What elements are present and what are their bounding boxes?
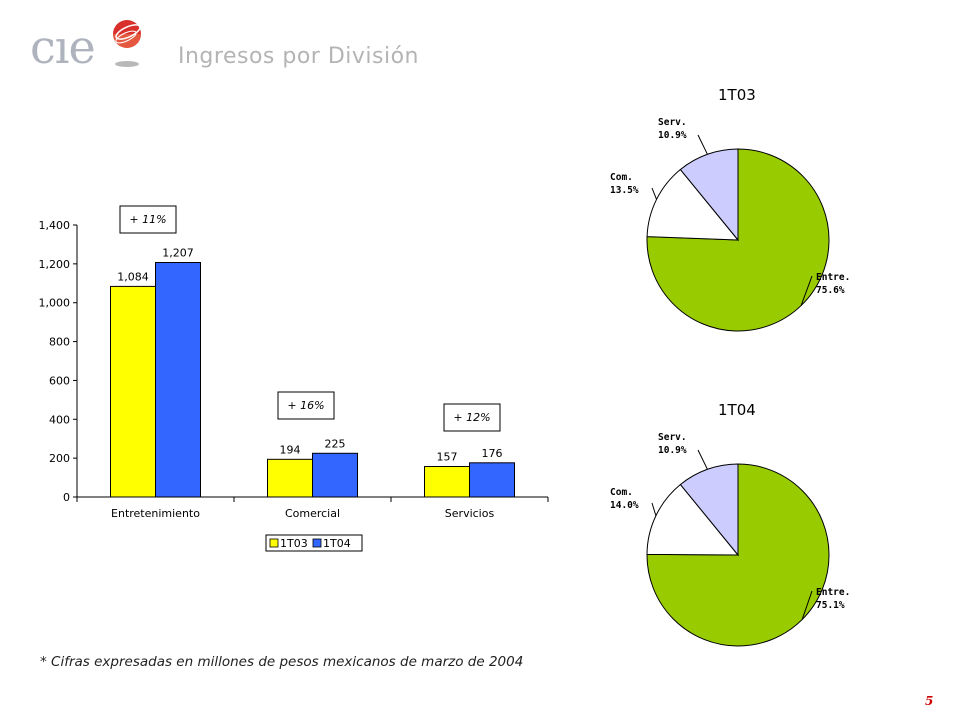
growth-label-box	[443, 403, 501, 432]
category-label: Entretenimiento	[111, 507, 200, 520]
pie-slice-value: 10.9%	[658, 445, 687, 456]
y-tick-label: 400	[49, 413, 70, 426]
bar-1t04-servicios	[469, 462, 515, 498]
pie-slice-value: 14.0%	[610, 500, 639, 511]
pie-leader-line	[651, 187, 657, 200]
data-label: 194	[280, 443, 301, 456]
pie-slice-label: Serv.	[658, 117, 687, 128]
pie-leader-line	[801, 590, 813, 620]
legend-swatch-1t03	[269, 538, 279, 548]
pie-slice-value: 13.5%	[610, 185, 639, 196]
data-label: 1,207	[162, 246, 194, 259]
pie-leader-line	[697, 134, 708, 155]
category-labels: Entretenimiento Comercial Servicios	[111, 507, 494, 520]
data-label: 176	[482, 447, 503, 460]
page-number: 5	[925, 694, 934, 708]
pie-slice-com	[646, 483, 740, 556]
pie-leader-line	[697, 449, 708, 470]
growth-label: + 16%	[287, 399, 324, 412]
category-label: Servicios	[445, 507, 495, 520]
data-label: 157	[437, 450, 458, 463]
pie-leader-line	[651, 502, 657, 516]
legend: 1T03 1T04	[265, 534, 363, 552]
logo-text: cıe	[30, 20, 95, 74]
category-label: Comercial	[285, 507, 340, 520]
y-tick-label: 1,400	[39, 219, 71, 232]
x-axis-ticks	[76, 497, 549, 502]
pie-slice-value: 75.1%	[816, 600, 845, 611]
page-title: Ingresos por División	[178, 44, 419, 69]
pie-leader-line	[800, 275, 813, 306]
growth-label-box	[119, 205, 177, 234]
y-tick-label: 1,000	[39, 297, 71, 310]
growth-label-box	[277, 391, 335, 420]
pie-slice-label: Com.	[610, 487, 633, 498]
y-tick-label: 800	[49, 336, 70, 349]
pie-title-1t04: 1T04	[718, 401, 756, 419]
growth-labels: + 11% + 16% + 12%	[119, 205, 501, 432]
pie-slice-value: 10.9%	[658, 130, 687, 141]
pie-chart-1t04: Entre. 75.1% Com. 14.0% Serv. 10.9%	[610, 432, 850, 647]
pie-slice-label: Entre.	[816, 272, 850, 283]
y-tick-label: 200	[49, 452, 70, 465]
growth-label: + 12%	[453, 411, 490, 424]
pie-title-1t03: 1T03	[718, 86, 756, 104]
logo-sphere-icon	[113, 20, 141, 67]
data-label: 225	[325, 437, 346, 450]
bar-1t03-entretenimiento	[110, 285, 156, 498]
y-axis-ticks: 0 200 400 600 800 1,000 1,200 1,400	[39, 219, 77, 504]
y-tick-label: 0	[63, 491, 70, 504]
pie-slice-label: Entre.	[816, 587, 850, 598]
bar-1t03-comercial	[267, 458, 313, 498]
pie-slice-label: Serv.	[658, 432, 687, 443]
legend-label-1t03: 1T03	[280, 537, 308, 550]
pie-slice-label: Com.	[610, 172, 633, 183]
bar-1t04-entretenimiento	[155, 261, 201, 498]
growth-label: + 11%	[129, 213, 166, 226]
data-label: 1,084	[117, 270, 149, 283]
cie-logo: cıe	[30, 20, 141, 74]
bar-1t04-comercial	[312, 452, 358, 498]
y-tick-label: 1,200	[39, 258, 71, 271]
pie-slice-value: 75.6%	[816, 285, 845, 296]
bars	[110, 261, 515, 498]
footnote: * Cifras expresadas en millones de pesos…	[40, 654, 524, 670]
data-labels: 1,084 1,207 194 225 157 176	[117, 246, 502, 463]
y-tick-label: 600	[49, 374, 70, 387]
legend-swatch-1t04	[312, 538, 322, 548]
pie-chart-1t03: Entre. 75.6% Com. 13.5% Serv. 10.9%	[610, 117, 850, 332]
bar-1t03-servicios	[424, 465, 470, 498]
legend-label-1t04: 1T04	[323, 537, 351, 550]
